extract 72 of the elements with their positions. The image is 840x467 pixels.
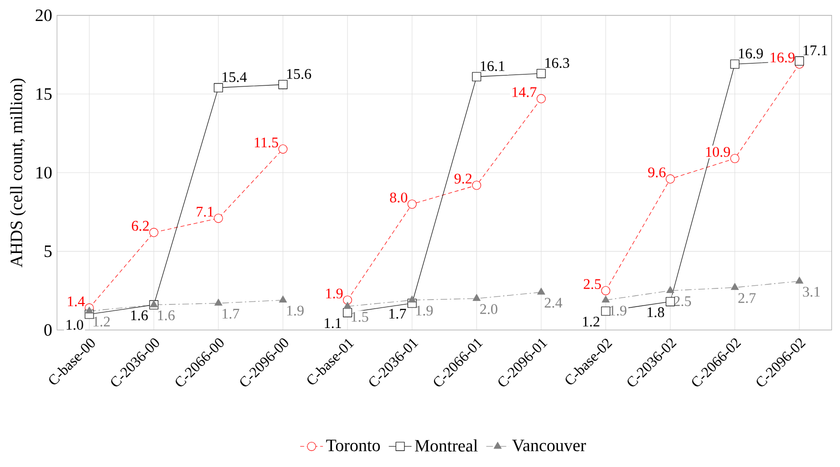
point [214,214,223,223]
data-label: 1.4 [68,296,85,306]
data-label: 1.7 [222,308,240,319]
y-axis-title: AHDS (cell count, million) [10,78,26,268]
point [730,60,740,69]
point [408,296,416,302]
point [730,154,740,164]
data-label: 1.6 [131,310,148,320]
data-label: 6.2 [132,220,149,231]
point [666,286,674,294]
data-label: 11.5 [254,138,278,148]
data-label: 16.3 [545,58,570,68]
point [666,174,675,184]
data-label: 1.6 [158,310,175,320]
data-label: 16.9 [739,48,763,59]
point [601,286,610,296]
legend-label: Montreal [414,439,478,452]
data-label: 1.9 [416,306,433,316]
data-label: 16.1 [480,61,504,72]
data-label: 2.0 [480,304,498,314]
point [214,298,222,306]
point [342,308,352,318]
data-label: 16.9 [770,52,795,63]
data-label: 1.1 [324,318,342,328]
y-tick-label: 0 [44,324,52,336]
legend-label: Toronto [326,440,380,452]
y-tick-label: 15 [36,88,52,100]
data-label: 1.9 [287,306,304,316]
point [795,276,804,284]
data-label: 15.6 [287,69,312,79]
point [278,296,287,302]
data-label: 2.7 [738,293,756,304]
data-label: 14.7 [512,87,536,98]
point [536,94,546,104]
point [85,306,94,314]
data-label: 1.5 [352,312,368,322]
data-label: 9.6 [648,167,666,178]
point [537,288,546,295]
point [472,294,481,301]
point [602,296,610,302]
data-label: 2.5 [584,279,601,290]
data-label: 10.9 [706,146,730,157]
data-label: 1.7 [389,308,406,319]
point [278,80,288,90]
data-label: 1.0 [66,320,84,330]
point [472,180,482,190]
y-tick-label: 5 [44,246,52,258]
point [536,69,546,78]
data-label: 1.9 [326,288,343,298]
point [794,56,804,66]
point [730,282,739,290]
data-label: 1.2 [583,316,600,327]
data-label: 1.8 [648,307,664,318]
data-label: 8.0 [390,192,408,203]
point [472,72,482,82]
data-label: 17.1 [804,45,828,56]
legend-label: Vancouver [512,440,586,452]
data-label: 7.1 [196,206,214,217]
y-tick-label: 10 [36,166,52,179]
y-tick-label: 20 [36,9,52,22]
data-label: 2.4 [544,298,562,308]
point [149,228,158,237]
point [342,296,352,305]
data-label: 9.2 [454,174,472,184]
point [214,83,223,92]
point [344,302,352,309]
data-label: 3.1 [803,286,820,297]
data-label: 15.4 [222,72,247,82]
data-label: 1.2 [94,316,110,327]
point [278,144,288,154]
point [601,306,610,316]
point [408,200,417,209]
